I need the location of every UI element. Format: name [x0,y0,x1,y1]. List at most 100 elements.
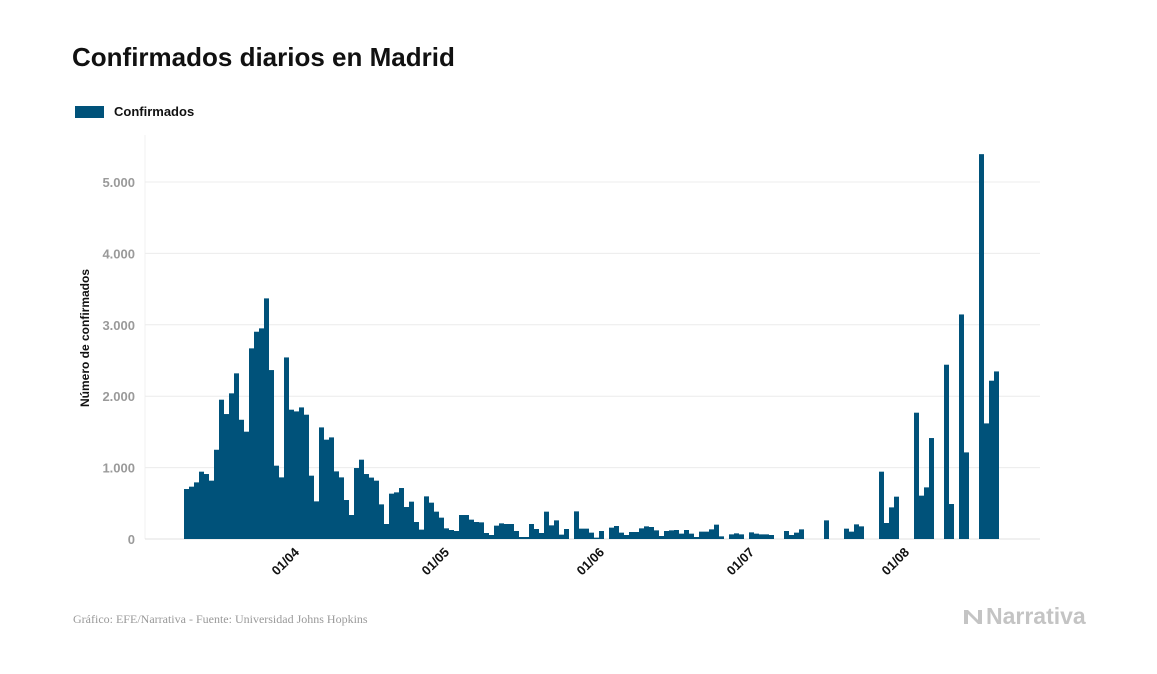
bar [719,536,724,539]
x-tick-label: 01/04 [269,544,303,578]
bar [574,511,579,539]
bar [519,537,524,539]
y-tick-label: 0 [128,532,135,547]
bar [449,530,454,539]
bar [279,477,284,539]
bar [329,437,334,539]
y-tick-label: 5.000 [102,175,135,190]
bar [624,535,629,539]
bar [284,357,289,539]
narrativa-logo-icon [964,609,982,624]
bar [359,459,364,539]
bar [454,531,459,539]
bar [384,524,389,539]
bar [364,474,369,539]
bar [639,528,644,539]
bar [919,495,924,539]
bar [764,534,769,539]
bar [959,314,964,539]
bar [499,523,504,539]
legend: Confirmados [75,104,194,119]
bar [444,528,449,539]
source-credit: Gráfico: EFE/Narrativa - Fuente: Univers… [73,612,368,626]
bar [354,468,359,539]
bar [294,411,299,539]
bar [509,524,514,539]
bar [194,482,199,539]
bar [414,522,419,539]
bar [964,452,969,539]
bar [229,393,234,539]
bar [699,531,704,539]
bar [249,348,254,539]
bar [239,419,244,539]
y-tick-label: 4.000 [102,246,135,261]
bar [669,530,674,539]
bar [614,526,619,539]
bar [254,331,259,539]
bar [534,529,539,539]
bar [679,533,684,539]
y-tick-label: 2.000 [102,389,135,404]
bar [674,530,679,539]
x-tick-label: 01/08 [879,545,913,579]
bar [714,524,719,539]
bar [234,373,239,539]
bar [589,532,594,539]
bar [184,489,189,539]
bar [334,471,339,539]
bar [409,501,414,539]
bar [399,488,404,539]
bar [559,534,564,539]
bar [769,535,774,539]
bar [629,532,634,539]
chart-title: Confirmados diarios en Madrid [72,42,455,72]
bar [214,449,219,539]
bar [579,528,584,539]
bar [539,533,544,539]
bar [244,431,249,539]
bar [879,471,884,539]
bar [274,465,279,539]
bar [689,533,694,539]
bar [664,531,669,539]
bar [469,519,474,539]
bar [619,532,624,539]
bar [389,493,394,539]
bar [984,423,989,539]
bar [224,414,229,539]
bar [734,533,739,539]
bar [729,534,734,539]
bar [924,487,929,539]
bar [649,527,654,539]
bar [704,531,709,539]
bar [844,528,849,539]
bar [319,427,324,539]
bar [304,414,309,539]
narrativa-logo: Narrativa [962,603,1086,630]
bar [299,407,304,539]
bar [544,511,549,539]
bar [204,474,209,539]
bar [854,524,859,539]
bar [894,496,899,539]
bar [439,517,444,539]
bar [634,532,639,539]
bar [419,529,424,539]
bar [759,534,764,539]
bar [424,496,429,539]
bar [374,480,379,539]
bar [429,502,434,539]
bar [369,477,374,539]
bar [949,504,954,539]
bar [564,529,569,539]
bar [219,399,224,539]
bar [514,531,519,539]
bar [269,370,274,539]
bar [684,530,689,539]
bar [344,500,349,539]
bar [929,438,934,539]
bar [979,154,984,540]
bar [259,328,264,539]
